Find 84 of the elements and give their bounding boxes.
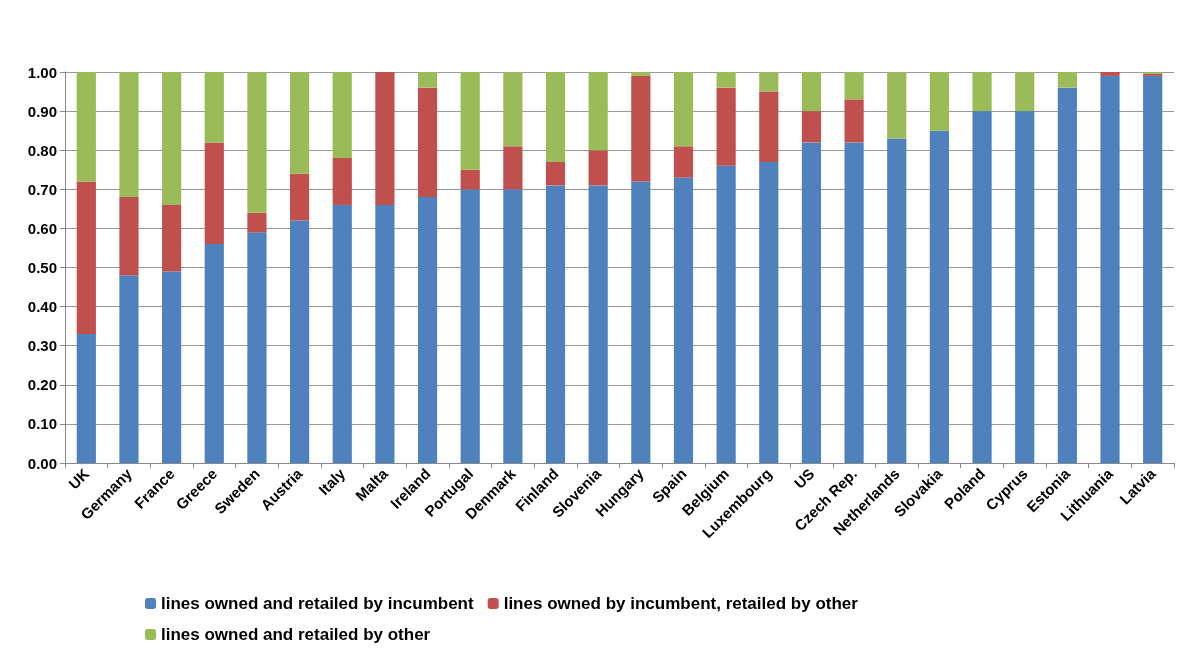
bar — [545, 161, 566, 186]
bar — [631, 75, 651, 182]
y-tick-label: 0.60 — [27, 219, 57, 237]
bar — [631, 72, 651, 76]
bar — [1100, 72, 1120, 76]
bar — [759, 161, 779, 463]
bar — [119, 275, 139, 463]
bar — [545, 72, 566, 162]
bar — [759, 91, 779, 162]
y-tick-label: 0.20 — [27, 376, 57, 394]
bar — [417, 72, 438, 88]
bar — [844, 142, 864, 463]
bar — [247, 232, 267, 463]
bar — [972, 111, 992, 463]
bar — [375, 204, 395, 463]
bar — [460, 169, 480, 190]
bar — [844, 72, 864, 100]
bar — [76, 333, 96, 463]
bar — [716, 87, 736, 166]
bar — [119, 72, 139, 198]
bar — [801, 111, 822, 143]
bar — [588, 150, 608, 186]
bar — [588, 185, 608, 463]
y-tick-label: 0.40 — [27, 298, 57, 316]
bar — [76, 181, 96, 334]
bar — [204, 142, 224, 245]
bar — [247, 212, 267, 233]
bar — [460, 189, 480, 463]
legend-label: lines owned and retailed by other — [161, 625, 431, 644]
bar — [417, 87, 438, 198]
bar — [588, 72, 608, 151]
bar — [673, 72, 694, 147]
y-tick-label: 0.80 — [27, 141, 57, 159]
bar — [290, 220, 310, 463]
bar — [503, 72, 523, 147]
bar — [887, 72, 907, 139]
bar — [545, 185, 566, 463]
bar — [332, 72, 352, 159]
y-tick-label: 0.10 — [27, 415, 57, 433]
bar — [1057, 87, 1077, 463]
bar — [631, 181, 651, 463]
bar — [759, 72, 779, 92]
legend-label: lines owned by incumbent, retailed by other — [503, 594, 859, 613]
bar — [503, 189, 523, 463]
bar — [162, 204, 182, 272]
y-tick-label: 0.30 — [27, 337, 57, 355]
bar — [972, 72, 992, 112]
bar — [716, 72, 736, 88]
bar — [460, 72, 480, 170]
bar — [673, 146, 694, 178]
y-tick-label: 0.00 — [27, 454, 57, 472]
bar — [375, 72, 395, 205]
bar — [1100, 75, 1120, 463]
bar — [844, 99, 864, 143]
y-tick-label: 0.70 — [27, 180, 57, 198]
bar — [1057, 72, 1077, 88]
bar — [290, 72, 310, 174]
bar — [1015, 111, 1035, 463]
y-tick-label: 0.90 — [27, 102, 57, 120]
bar — [417, 197, 438, 463]
bar — [503, 146, 523, 190]
bar — [332, 204, 352, 463]
bar — [1015, 72, 1035, 112]
bar — [801, 72, 822, 112]
bar — [673, 177, 694, 463]
bar — [929, 72, 949, 131]
bar — [332, 158, 352, 205]
bar — [162, 271, 182, 463]
y-tick-label: 0.50 — [27, 259, 57, 276]
bar — [929, 130, 949, 463]
bar — [716, 165, 736, 463]
bar — [204, 244, 224, 463]
x-tick-label: US — [790, 464, 818, 492]
bar — [204, 72, 224, 143]
bar — [247, 72, 267, 213]
bar — [887, 138, 907, 463]
bar — [290, 173, 310, 221]
bar — [801, 142, 822, 463]
y-tick-label: 1.00 — [27, 63, 57, 81]
bar — [1143, 75, 1163, 463]
bar — [162, 72, 182, 205]
bar — [76, 72, 96, 182]
bar — [119, 197, 139, 276]
legend-label: lines owned and retailed by incumbent — [161, 594, 474, 613]
